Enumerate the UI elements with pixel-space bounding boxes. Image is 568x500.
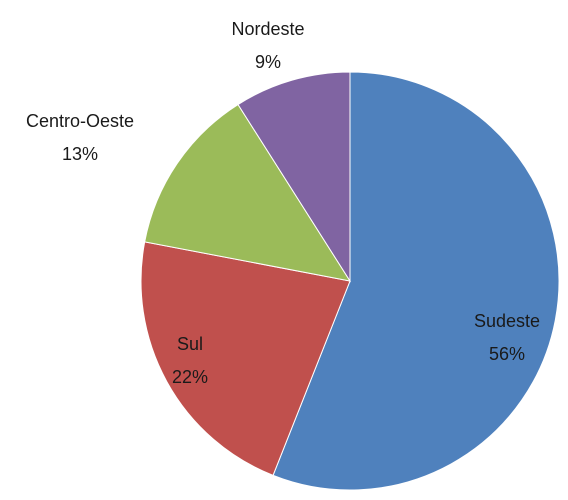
slice-label-value: 13% [62,144,98,164]
pie-slice [140,241,351,476]
pie-slice [237,71,351,283]
pie-slice [144,103,352,282]
slice-label-value: 22% [172,367,208,387]
slice-label-name: Sul [177,334,203,354]
slice-label-name: Sudeste [474,311,540,331]
slice-label-name: Nordeste [231,19,304,39]
slice-label-value: 9% [255,52,281,72]
pie-slice [272,71,560,491]
slice-label-name: Centro-Oeste [26,111,134,131]
slice-label-value: 56% [489,344,525,364]
